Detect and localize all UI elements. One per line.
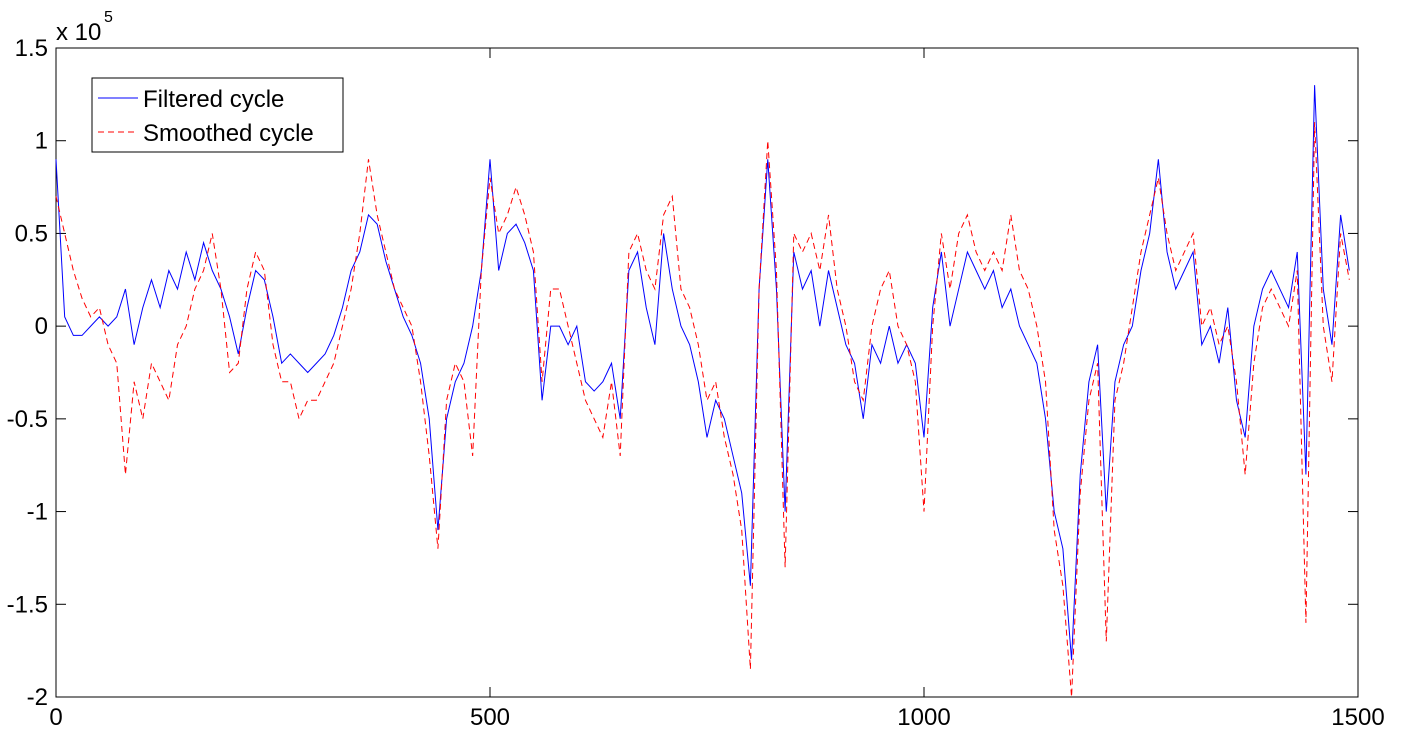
x-tick-label: 0	[49, 704, 62, 731]
legend-label: Filtered cycle	[143, 86, 284, 113]
y-tick-label: -0.5	[7, 406, 48, 433]
x-tick-label: 1000	[897, 704, 950, 731]
y-tick-label: -1.5	[7, 591, 48, 618]
series-line	[55, 85, 1350, 660]
plot-area	[55, 47, 1359, 698]
y-tick-label: 1	[35, 128, 48, 155]
y-tick-label: 0	[35, 313, 48, 340]
y-multiplier: x 10	[56, 19, 101, 46]
y-tick-label: 0.5	[15, 220, 48, 247]
y-tick-label: -1	[27, 499, 48, 526]
x-tick-label: 1500	[1331, 704, 1384, 731]
y-tick-label: -2	[27, 684, 48, 711]
series-line	[55, 122, 1350, 698]
x-tick-label: 500	[470, 704, 510, 731]
y-tick-label: 1.5	[15, 35, 48, 62]
legend-box	[91, 77, 344, 153]
y-multiplier-exponent: 5	[104, 9, 113, 26]
legend-label: Smoothed cycle	[143, 120, 314, 147]
